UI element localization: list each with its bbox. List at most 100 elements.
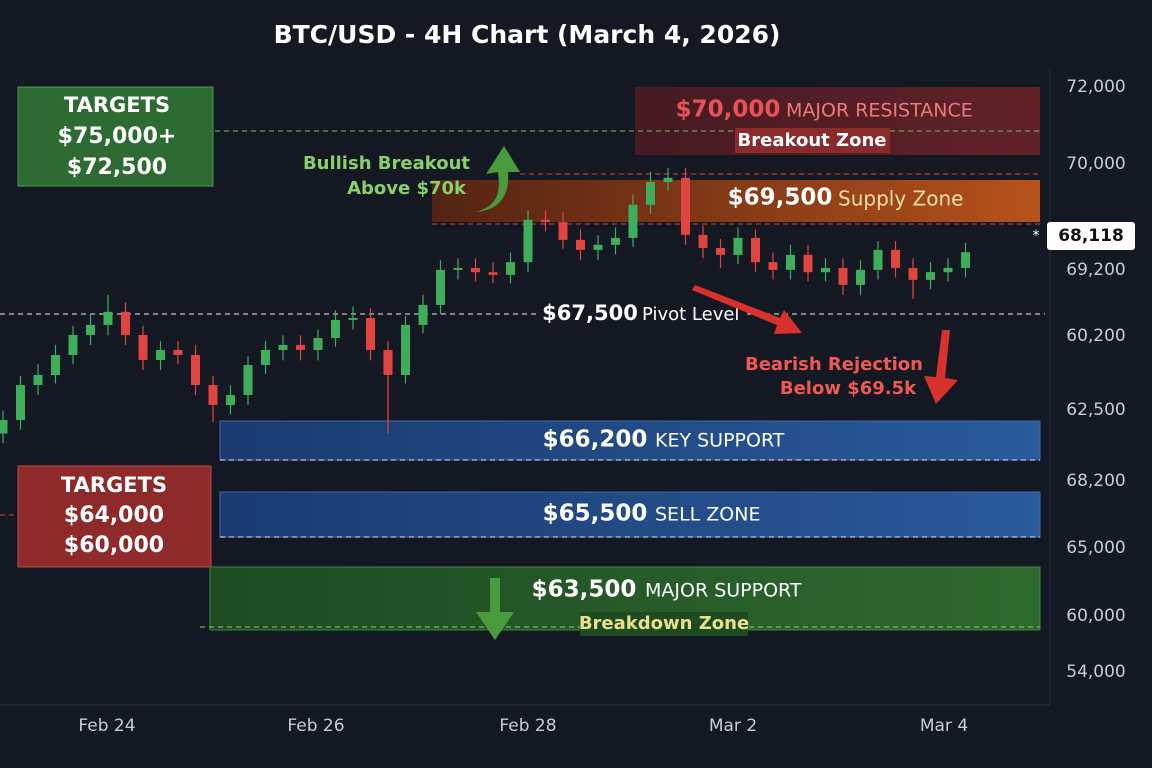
candle-body	[576, 239, 585, 250]
targets-title: TARGETS	[64, 93, 170, 117]
targets-title: TARGETS	[61, 473, 167, 497]
y-tick-label: 62,500	[1066, 400, 1125, 420]
candle-body	[646, 182, 655, 205]
y-tick-label: 60,200	[1066, 326, 1125, 346]
candle-body	[103, 311, 113, 325]
candle-body	[243, 364, 253, 396]
y-tick-label: 65,000	[1066, 538, 1125, 558]
candle-body	[173, 349, 183, 355]
candle-body	[16, 385, 25, 421]
candle-body	[628, 204, 638, 238]
zone-price: $70,000	[676, 97, 781, 123]
candle-body	[33, 374, 43, 386]
candle-body	[506, 262, 515, 275]
zone-price: $69,500	[728, 185, 833, 211]
key-support-zone	[219, 420, 1041, 461]
chart-title: BTC/USD - 4H Chart (March 4, 2026)	[274, 20, 781, 49]
candle-body	[663, 177, 673, 183]
candle-body	[856, 269, 865, 285]
candle-body	[261, 349, 270, 365]
x-tick-label: Feb 24	[78, 716, 135, 736]
candle-body	[891, 249, 900, 268]
candle-body	[401, 324, 410, 375]
candle-body	[313, 338, 323, 350]
candle-body	[611, 237, 620, 245]
candle-body	[961, 252, 970, 268]
candle-body	[383, 349, 393, 375]
x-tick-label: Feb 26	[287, 716, 344, 736]
callout: Bearish Rejection	[745, 354, 923, 375]
sell-zone	[219, 491, 1041, 538]
candle-body	[331, 319, 340, 339]
candle-body	[803, 254, 813, 273]
candle-body	[558, 222, 568, 240]
candle-body	[208, 385, 218, 406]
y-tick-label: 60,000	[1066, 606, 1125, 626]
bearish-arrow	[924, 330, 958, 404]
bullish-arrow	[476, 146, 520, 212]
candle-body	[121, 311, 130, 335]
x-tick-label: Feb 28	[499, 716, 556, 736]
y-tick-label: 68,200	[1066, 471, 1125, 491]
candle-body	[138, 334, 148, 360]
candle-body	[191, 354, 200, 386]
candle-body	[786, 254, 795, 270]
zone-sub: Breakdown Zone	[579, 613, 749, 634]
candles	[0, 167, 970, 444]
supply-zone	[432, 180, 1040, 222]
targets-down-box	[17, 465, 212, 568]
candle-body	[366, 318, 375, 350]
zone-sub: Breakout Zone	[738, 130, 887, 151]
x-tick-label: Mar 2	[709, 716, 757, 736]
candle-body	[821, 267, 830, 273]
candle-body	[471, 267, 480, 273]
zone-label: Pivot Level	[642, 304, 739, 325]
candle-body	[418, 304, 428, 325]
candle-body	[716, 247, 725, 255]
zone-label: MAJOR RESISTANCE	[786, 100, 973, 122]
candle-body	[0, 420, 8, 434]
candle-body	[436, 269, 445, 305]
last-price: 68,118	[1058, 226, 1124, 246]
candle-body	[751, 237, 760, 263]
y-tick-label: 70,000	[1066, 154, 1125, 174]
target-value: $75,000+	[58, 124, 177, 149]
pivot-label-box	[538, 300, 746, 328]
candle-body	[296, 344, 305, 350]
candle-body	[838, 267, 848, 285]
zone-sub-box	[735, 128, 890, 153]
y-tick-label: 72,000	[1066, 77, 1125, 97]
targets-up-box	[17, 86, 214, 187]
candle-body	[926, 272, 935, 280]
callout: Bullish Breakout	[303, 153, 470, 174]
callout: Above $70k	[347, 178, 467, 199]
zone-label: SELL ZONE	[655, 504, 760, 526]
zone-label: KEY SUPPORT	[655, 430, 785, 452]
candle-body	[488, 272, 498, 275]
candle-body	[51, 354, 60, 375]
zone-price: $63,500	[532, 577, 637, 603]
y-tick-label: 54,000	[1066, 662, 1125, 682]
callout: Below $69.5k	[780, 378, 917, 399]
x-tick-label: Mar 4	[920, 716, 968, 736]
target-value: $64,000	[64, 503, 164, 528]
candle-body	[156, 349, 165, 360]
candle-body	[908, 267, 918, 280]
candle-body	[593, 244, 603, 250]
zone-sub-box	[580, 612, 748, 636]
candle-body	[348, 318, 358, 320]
candle-body	[681, 177, 690, 235]
candle-body	[68, 334, 78, 355]
zone-label: Supply Zone	[838, 187, 963, 211]
target-value: $60,000	[64, 533, 164, 558]
candle-body	[733, 237, 743, 255]
last-price-marker: *	[1033, 228, 1040, 244]
candle-body	[453, 267, 463, 270]
candle-body	[541, 219, 550, 223]
zone-price: $67,500	[542, 301, 638, 325]
breakdown-arrow	[476, 578, 514, 640]
candle-body	[943, 267, 953, 273]
candle-body	[226, 395, 235, 406]
bearish-arrow	[692, 285, 802, 334]
